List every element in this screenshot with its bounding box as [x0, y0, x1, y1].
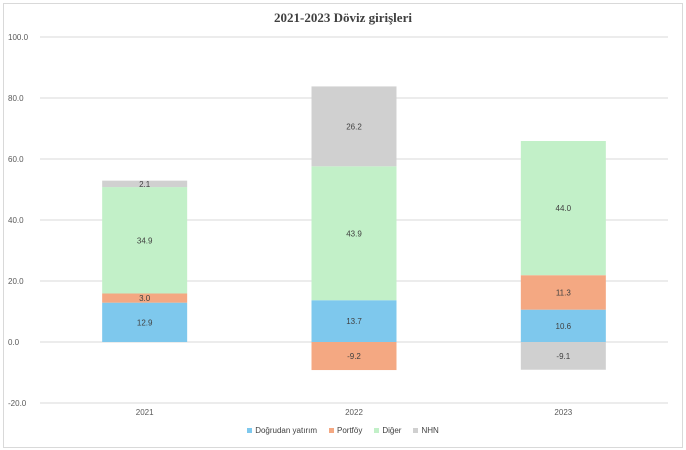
data-label: 10.6 [556, 322, 572, 331]
data-label: 12.9 [137, 318, 153, 327]
y-tick-label: 20.0 [8, 277, 24, 286]
legend: Doğrudan yatırım Portföy Diğer NHN [0, 426, 686, 435]
data-label: 3.0 [139, 294, 151, 303]
y-tick-label: 60.0 [8, 155, 24, 164]
data-label: 11.3 [556, 288, 572, 297]
legend-label: NHN [421, 426, 439, 435]
data-label: 43.9 [346, 229, 362, 238]
y-tick-label: -20.0 [8, 399, 27, 408]
data-label: 2.1 [139, 180, 151, 189]
y-tick-label: 100.0 [8, 33, 29, 42]
bar-segment [520, 275, 606, 310]
legend-label: Diğer [382, 426, 402, 435]
data-label: 34.9 [137, 236, 153, 245]
legend-item: NHN [413, 426, 439, 435]
bar-segment [102, 302, 188, 342]
legend-label: Doğrudan yatırım [255, 426, 317, 435]
bar-segment [311, 86, 397, 167]
legend-item: Portföy [329, 426, 362, 435]
legend-swatch [374, 428, 380, 433]
data-label: -9.2 [347, 352, 361, 361]
bar-segment [311, 300, 397, 342]
bar-segment [102, 187, 188, 294]
bar-segment [311, 342, 397, 371]
legend-label: Portföy [337, 426, 363, 435]
y-tick-label: 0.0 [8, 338, 20, 347]
legend-item: Doğrudan yatırım [247, 426, 317, 435]
legend-swatch [329, 428, 334, 433]
data-label: 26.2 [346, 122, 362, 131]
bar-segment [520, 342, 606, 370]
data-label: 13.7 [346, 317, 362, 326]
x-tick-label: 2023 [554, 408, 572, 417]
data-label: -9.1 [556, 352, 570, 361]
bar-segment [520, 141, 606, 276]
y-tick-label: 80.0 [8, 94, 24, 103]
bar-segment [102, 293, 188, 303]
bar-segment [102, 180, 188, 188]
x-tick-label: 2022 [345, 408, 363, 417]
bar-segment [311, 166, 397, 301]
legend-item: Diğer [374, 426, 401, 435]
chart-title: 2021-2023 Döviz girişleri [274, 10, 412, 25]
legend-swatch [413, 428, 419, 433]
legend-swatch [247, 428, 253, 433]
y-tick-label: 40.0 [8, 216, 24, 225]
x-tick-label: 2021 [136, 408, 154, 417]
bar-segment [520, 309, 606, 342]
data-label: 44.0 [556, 204, 572, 213]
